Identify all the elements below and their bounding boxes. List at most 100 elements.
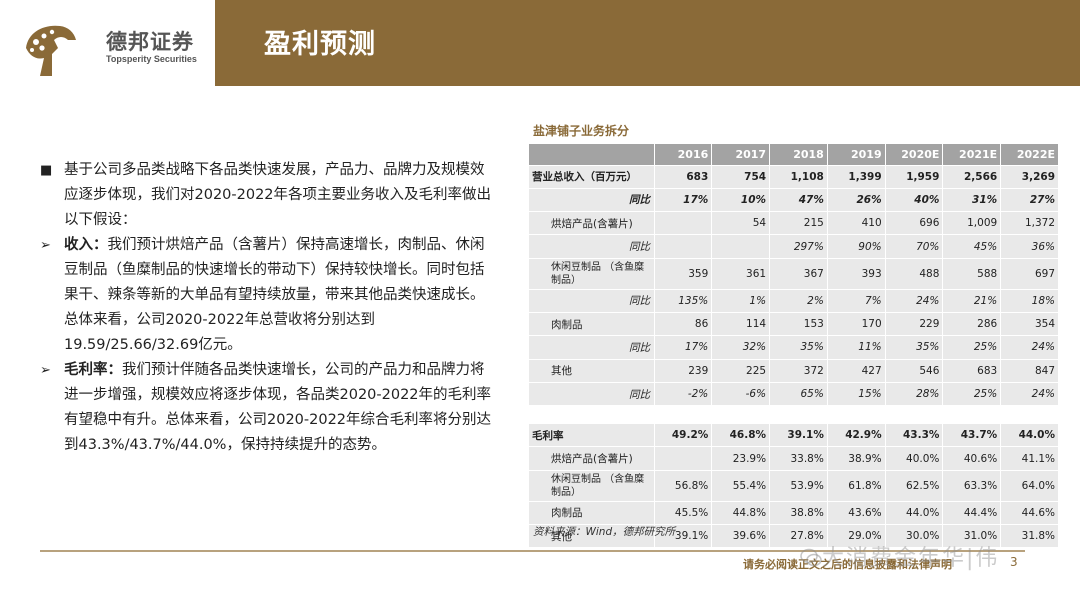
table-cell: 17% <box>654 335 713 360</box>
table-cell: 393 <box>827 258 886 290</box>
table-cell: 38.9% <box>827 446 886 471</box>
spacer-cell <box>769 405 828 425</box>
table-cell: 31% <box>942 188 1002 213</box>
row-label: 同比 <box>529 382 655 407</box>
revenue-text: 我们预计烘焙产品（含薯片）保持高速增长，肉制品、休闲豆制品（鱼糜制品的快速增长的… <box>64 237 485 353</box>
row-label: 肉制品 <box>529 312 655 337</box>
spacer-row <box>529 405 1059 425</box>
table-cell: 43.6% <box>827 501 886 526</box>
revenue-row: 同比 -2% -6% 65% 15% 28% 25% 24% <box>529 382 1059 407</box>
table-cell: 847 <box>1000 359 1059 383</box>
table-cell: 427 <box>827 359 886 383</box>
table-cell: -2% <box>654 382 713 407</box>
row-label: 同比 <box>529 234 655 259</box>
table-cell: 25% <box>942 335 1002 360</box>
table-cell <box>654 234 713 259</box>
table-cell: 7% <box>827 289 886 313</box>
table-cell: 23.9% <box>711 446 771 471</box>
table-cell: 410 <box>827 211 886 236</box>
spacer-cell <box>942 405 1002 425</box>
table-cell: 359 <box>654 258 713 290</box>
revenue-row: 同比 135% 1% 2% 7% 24% 21% 18% <box>529 289 1059 313</box>
table-cell: 297% <box>769 234 828 259</box>
table-cell: 754 <box>711 165 771 189</box>
table-cell: 40.0% <box>885 446 944 471</box>
table-cell: 546 <box>885 359 944 383</box>
table-cell: 24% <box>1000 382 1059 407</box>
year-header: 2018 <box>769 144 828 166</box>
table-cell: 54 <box>711 211 771 236</box>
row-label: 肉制品 <box>529 501 655 526</box>
table-cell: 1,108 <box>769 165 828 189</box>
revenue-row: 营业总收入（百万元） 683 754 1,108 1,399 1,959 2,566 3,26… <box>529 165 1059 189</box>
table-cell: 26% <box>827 188 886 213</box>
wechat-watermark-icon <box>800 548 822 567</box>
table-cell: 61.8% <box>827 470 886 502</box>
table-cell: 39.6% <box>711 524 771 549</box>
revenue-paragraph: ➢ 收入：我们预计烘焙产品（含薯片）保持高速增长，肉制品、休闲豆制品（鱼糜制品的… <box>40 233 495 358</box>
table-cell: 153 <box>769 312 828 337</box>
table-cell: 588 <box>942 258 1002 290</box>
revenue-row: 同比 297% 90% 70% 45% 36% <box>529 234 1059 259</box>
table-cell: 47% <box>769 188 828 213</box>
year-header: 2017 <box>711 144 771 166</box>
table-cell: 239 <box>654 359 713 383</box>
footer-disclaimer: 请务必阅读正文之后的信息披露和法律声明 <box>743 558 952 571</box>
margin-row: 烘焙产品(含薯片) 23.9% 33.8% 38.9% 40.0% 40.6% 41.1% <box>529 446 1059 471</box>
table-cell: 24% <box>885 289 944 313</box>
table-cell: 44.4% <box>942 501 1002 526</box>
topsperity-logo-icon <box>18 18 78 78</box>
table-cell: 286 <box>942 312 1002 337</box>
table-cell: -6% <box>711 382 771 407</box>
table-cell: 44.0% <box>885 501 944 526</box>
table-cell: 31.0% <box>942 524 1002 549</box>
row-label: 休闲豆制品 （含鱼糜制品） <box>529 470 655 502</box>
table-cell: 31.8% <box>1000 524 1059 549</box>
table-cell: 64.0% <box>1000 470 1059 502</box>
table-cell: 70% <box>885 234 944 259</box>
table-cell: 39.1% <box>769 423 828 448</box>
year-header: 2021E <box>942 144 1002 166</box>
table-cell: 30.0% <box>885 524 944 549</box>
margin-text: 我们预计伴随各品类快速增长，公司的产品力和品牌力将进一步增强，规模效应将逐步体现… <box>64 362 492 453</box>
table-cell: 488 <box>885 258 944 290</box>
table-cell: 3,269 <box>1000 165 1059 189</box>
table-cell: 49.2% <box>654 423 713 448</box>
logo-area: 德邦证券 Topsperity Securities <box>0 0 215 88</box>
table-cell: 2,566 <box>942 165 1002 189</box>
table-cell: 15% <box>827 382 886 407</box>
table-cell: 44.0% <box>1000 423 1059 448</box>
row-label: 其他 <box>529 524 655 549</box>
table-cell: 17% <box>654 188 713 213</box>
intro-paragraph: ■ 基于公司多品类战略下各品类快速发展，产品力、品牌力及规模效应逐步体现，我们对… <box>40 158 495 233</box>
assumptions-text: ■ 基于公司多品类战略下各品类快速发展，产品力、品牌力及规模效应逐步体现，我们对… <box>40 158 495 458</box>
table-cell: 42.9% <box>827 423 886 448</box>
revenue-row: 同比 17% 10% 47% 26% 40% 31% 27% <box>529 188 1059 213</box>
intro-text: 基于公司多品类战略下各品类快速发展，产品力、品牌力及规模效应逐步体现，我们对20… <box>64 162 492 228</box>
table-cell: 39.1% <box>654 524 713 549</box>
table-cell: 24% <box>1000 335 1059 360</box>
footer-divider <box>40 550 1025 552</box>
spacer-cell <box>827 405 886 425</box>
table-cell: 38.8% <box>769 501 828 526</box>
row-label: 同比 <box>529 188 655 213</box>
margin-row: 休闲豆制品 （含鱼糜制品） 56.8% 55.4% 53.9% 61.8% 62.5% 63… <box>529 470 1059 502</box>
year-header: 2020E <box>885 144 944 166</box>
table-cell: 11% <box>827 335 886 360</box>
table-cell: 45% <box>942 234 1002 259</box>
table-cell: 63.3% <box>942 470 1002 502</box>
arrow-bullet-icon: ➢ <box>40 238 51 253</box>
table-header-row: 2016 2017 2018 2019 2020E 2021E 2022E <box>529 144 1059 166</box>
spacer-cell <box>529 405 655 425</box>
header: 德邦证券 Topsperity Securities 盈利预测 <box>0 0 1080 88</box>
row-label: 营业总收入（百万元） <box>529 165 655 189</box>
table-cell: 53.9% <box>769 470 828 502</box>
header-corner <box>529 144 655 166</box>
revenue-row: 同比 17% 32% 35% 11% 35% 25% 24% <box>529 335 1059 360</box>
table-cell: 65% <box>769 382 828 407</box>
margin-paragraph: ➢ 毛利率：我们预计伴随各品类快速增长，公司的产品力和品牌力将进一步增强，规模效… <box>40 358 495 458</box>
table-cell: 696 <box>885 211 944 236</box>
row-label: 其他 <box>529 359 655 383</box>
spacer-cell <box>885 405 944 425</box>
margin-row: 其他 39.1% 39.6% 27.8% 29.0% 30.0% 31.0% 31.8% <box>529 524 1059 549</box>
